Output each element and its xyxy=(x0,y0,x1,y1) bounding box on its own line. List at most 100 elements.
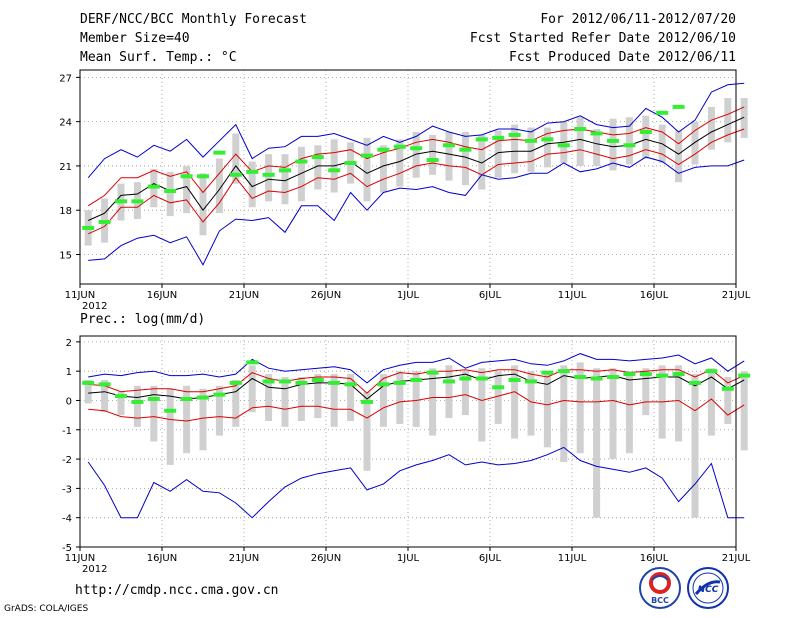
prec-observed-mark xyxy=(410,377,423,382)
temp-observed-mark xyxy=(574,127,587,132)
prec-observed-mark xyxy=(590,376,603,381)
temp-ytick-label: 27 xyxy=(59,73,72,84)
prec-ensemble-bar xyxy=(330,374,338,427)
temp-observed-mark xyxy=(393,144,406,149)
prec-ensemble-bar xyxy=(511,365,519,439)
prec-observed-mark xyxy=(623,372,636,377)
prec-observed-mark xyxy=(525,379,537,384)
logos: BCC NCC xyxy=(639,567,729,609)
temp-ytick-label: 18 xyxy=(59,206,72,217)
prec-ensemble-bar xyxy=(133,385,141,427)
prec-ensemble-bar xyxy=(625,371,633,454)
prec-ensemble-bar xyxy=(101,379,109,413)
prec-ensemble-bar xyxy=(445,365,453,419)
temp-observed-mark xyxy=(557,143,570,148)
prec-xtick-label: 11JUN xyxy=(65,553,95,564)
ncc-logo-text: NCC xyxy=(698,585,719,595)
prec-observed-mark xyxy=(180,397,193,402)
prec-observed-mark xyxy=(443,379,455,384)
temp-line-min-envelope xyxy=(88,156,745,266)
temp-ensemble-bar xyxy=(396,139,404,187)
temp-observed-mark xyxy=(98,220,111,225)
temp-observed-mark xyxy=(377,147,390,152)
prec-observed-mark xyxy=(361,399,373,404)
prec-ensemble-bar xyxy=(117,391,125,416)
source-url[interactable]: http://cmdp.ncc.cma.gov.cn xyxy=(75,583,279,598)
prec-ensemble-bar xyxy=(740,371,748,451)
prec-ensemble-bar xyxy=(199,388,207,451)
prec-ytick-label: -4 xyxy=(62,514,72,525)
prec-xtick-label: 26JUN xyxy=(311,553,341,564)
temp-observed-mark xyxy=(229,172,242,177)
prec-ytick-label: -5 xyxy=(62,543,72,554)
temp-ensemble-bar xyxy=(527,127,535,172)
temp-ensemble-bar xyxy=(183,165,191,214)
prec-ensemble-bar xyxy=(593,368,601,518)
prec-observed-mark xyxy=(557,369,570,374)
temp-variable-label: Mean Surf. Temp.: °C xyxy=(80,50,237,65)
temp-ensemble-bar xyxy=(429,134,437,175)
prec-observed-mark xyxy=(508,377,521,382)
temp-ensemble-bar xyxy=(593,129,601,166)
prec-ensemble-bar xyxy=(281,377,289,427)
temp-observed-mark xyxy=(295,159,308,164)
temp-ensemble-bar xyxy=(691,121,699,165)
prec-observed-mark xyxy=(131,399,144,404)
temp-observed-mark xyxy=(475,137,488,142)
temp-ensemble-bar xyxy=(494,130,502,178)
prec-observed-mark xyxy=(82,380,95,385)
temp-observed-mark xyxy=(115,199,127,204)
prec-observed-mark xyxy=(738,373,751,378)
prec-variable-label: Prec.: log(mm/d) xyxy=(80,312,206,327)
prec-observed-mark xyxy=(377,382,390,387)
prec-ytick-label: 2 xyxy=(66,338,72,349)
temp-observed-mark xyxy=(508,132,521,137)
temp-ensemble-bar xyxy=(707,106,715,150)
temp-ensemble-bar xyxy=(297,146,305,202)
temp-ensemble-bar xyxy=(166,171,174,217)
prec-ensemble-bar xyxy=(560,365,568,463)
bcc-logo-text: BCC xyxy=(651,596,669,605)
prec-observed-mark xyxy=(246,360,259,365)
prec-observed-mark xyxy=(492,385,505,390)
prec-ensemble-bar xyxy=(691,374,699,518)
prec-frame xyxy=(79,335,737,548)
grads-credit: GrADS: COLA/IGES xyxy=(4,604,89,614)
prec-line-spread-lower xyxy=(88,391,745,422)
temp-observed-mark xyxy=(246,169,259,174)
prec-ytick-label: 1 xyxy=(66,367,72,378)
temp-observed-mark xyxy=(311,155,324,160)
temp-line-spread-upper xyxy=(87,106,745,207)
prec-ensemble-bar xyxy=(166,388,174,465)
temp-observed-mark xyxy=(492,135,505,140)
prec-observed-mark xyxy=(279,379,291,384)
temp-observed-mark xyxy=(197,174,209,179)
temp-ensemble-bar xyxy=(724,98,732,143)
prec-observed-mark xyxy=(328,380,341,385)
temp-observed-mark xyxy=(656,110,669,115)
temp-ytick-label: 21 xyxy=(59,162,72,173)
prec-observed-mark xyxy=(311,377,324,382)
prec-observed-mark xyxy=(705,369,718,374)
temp-ytick-label: 24 xyxy=(59,118,72,129)
prec-ensemble-bar xyxy=(461,371,469,416)
temp-line-max-envelope xyxy=(87,82,745,179)
prec-ensemble-bar xyxy=(183,385,191,454)
prec-ensemble-bar xyxy=(150,385,158,442)
temp-ensemble-bar xyxy=(265,154,273,202)
forecast-produced-date: Fcst Produced Date 2012/06/11 xyxy=(509,50,736,65)
prec-ensemble-bar xyxy=(347,374,355,421)
prec-observed-mark xyxy=(229,380,242,385)
prec-observed-mark xyxy=(721,386,734,391)
temp-ensemble-bar xyxy=(232,133,240,184)
prec-ensemble-bar xyxy=(84,379,92,404)
temp-panel: 15 18 21 24 27 11JUN 16JUN 21JUN 26JUN 1JUL 6JUL 11… xyxy=(59,69,751,312)
temp-xtick-label: 6JUL xyxy=(479,290,502,301)
temp-ensemble-bar xyxy=(511,124,519,174)
member-size-label: Member Size=40 xyxy=(80,31,190,46)
prec-observed-mark xyxy=(213,392,226,397)
temp-observed-mark xyxy=(262,172,275,177)
prec-observed-mark xyxy=(656,373,669,378)
prec-xtick-label: 21JUL xyxy=(722,553,751,564)
prec-ensemble-bar xyxy=(232,379,240,427)
